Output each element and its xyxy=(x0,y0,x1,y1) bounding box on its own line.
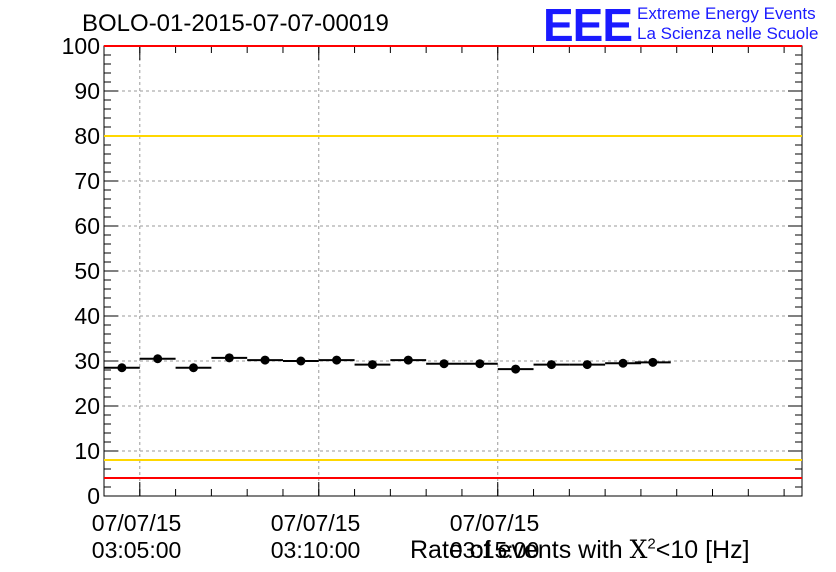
y-tick-label: 60 xyxy=(74,213,100,239)
y-tick-label: 100 xyxy=(62,33,100,59)
x-axis-label-sup: 2 xyxy=(647,535,656,553)
data-point xyxy=(439,359,449,369)
y-tick-label: 0 xyxy=(87,483,100,509)
y-tick-label: 90 xyxy=(74,78,100,104)
data-point xyxy=(296,356,306,366)
logo-subtitle-line1: Extreme Energy Events xyxy=(637,4,816,23)
data-point xyxy=(618,358,628,368)
data-point xyxy=(582,360,592,370)
y-tick-label: 50 xyxy=(74,258,100,284)
data-point xyxy=(511,364,521,374)
y-tick-label: 20 xyxy=(74,393,100,419)
data-point xyxy=(546,360,556,370)
data-point xyxy=(648,357,658,367)
eee-logo: EEE xyxy=(543,0,633,51)
data-point xyxy=(403,355,413,365)
data-point xyxy=(475,359,485,369)
x-axis-label-suffix: <10 [Hz] xyxy=(655,536,750,564)
x-axis-label-chi: X xyxy=(629,535,648,564)
data-point xyxy=(188,363,198,373)
x-tick-label-date: 07/07/15 xyxy=(271,510,361,536)
x-axis-label-prefix: Rate of events with xyxy=(410,536,630,564)
data-point xyxy=(260,355,270,365)
x-tick-label-time: 03:15:00 xyxy=(450,537,540,563)
data-point xyxy=(224,353,234,363)
y-tick-label: 40 xyxy=(74,303,100,329)
y-tick-label: 10 xyxy=(74,438,100,464)
x-tick-label-date: 07/07/15 xyxy=(450,510,540,536)
data-point xyxy=(117,363,127,373)
data-point xyxy=(332,355,342,365)
x-axis-label: Rate of events with X2<10 [Hz] xyxy=(410,535,750,565)
chart-title: BOLO-01-2015-07-07-00019 xyxy=(82,10,389,37)
y-tick-label: 30 xyxy=(74,348,100,374)
data-point xyxy=(153,354,163,364)
y-tick-label: 80 xyxy=(74,123,100,149)
y-tick-label: 70 xyxy=(74,168,100,194)
x-tick-label-date: 07/07/15 xyxy=(92,510,182,536)
data-point xyxy=(367,360,377,370)
x-tick-label-time: 03:05:00 xyxy=(92,537,182,563)
logo-subtitle-line2: La Scienza nelle Scuole xyxy=(637,24,819,43)
x-tick-label-time: 03:10:00 xyxy=(271,537,361,563)
